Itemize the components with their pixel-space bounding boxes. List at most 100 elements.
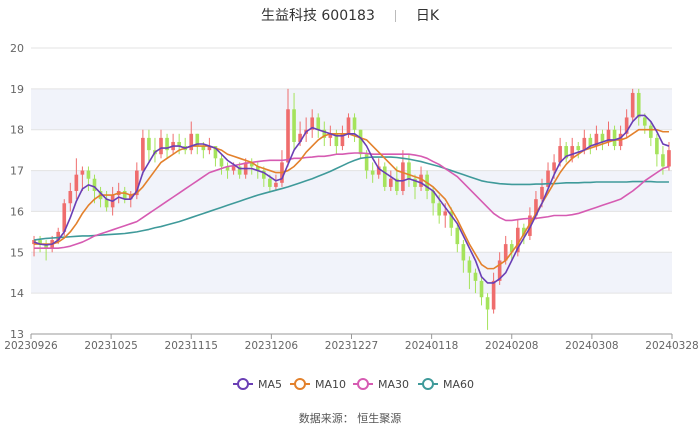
y-tick-label: 14 [10, 287, 24, 300]
candle-body [655, 137, 659, 155]
candle-body [201, 146, 206, 151]
candle [286, 88, 290, 167]
candle-body [612, 129, 617, 147]
candle [322, 121, 327, 147]
candle-body [588, 137, 593, 147]
candle [370, 162, 375, 183]
candle [624, 109, 629, 138]
candle [74, 158, 79, 200]
candle [509, 240, 514, 261]
candle [80, 166, 85, 191]
candle [636, 88, 641, 126]
candle-body [576, 146, 581, 151]
candle [382, 162, 387, 191]
legend-label: MA60 [443, 378, 474, 391]
legend-label: MA30 [378, 378, 409, 391]
candle-body [376, 166, 381, 175]
candle-body [649, 125, 653, 138]
candlestick-chart: 13 14 15 16 17 18 19 20 20230926 20231025 2023111… [4, 42, 698, 391]
ma5-line [33, 114, 670, 284]
candle [147, 129, 151, 163]
candle-body [624, 117, 629, 134]
candle [219, 154, 224, 175]
candle [225, 162, 230, 179]
candle-body [395, 178, 399, 191]
y-tick-label: 20 [10, 42, 24, 55]
candle-body [413, 178, 417, 187]
period-label: 日K [415, 8, 440, 24]
candle [515, 219, 520, 257]
candle-body [255, 166, 260, 171]
candle [413, 174, 417, 200]
candle [68, 182, 73, 212]
candle-body [522, 227, 526, 236]
candle [310, 109, 315, 138]
candle-body [147, 137, 151, 151]
candle-body [298, 133, 302, 142]
candle [165, 133, 169, 159]
candle-body [286, 109, 290, 163]
x-tick-label: 20231206 [245, 340, 299, 352]
candle-body [606, 129, 611, 142]
candle-body [534, 199, 538, 216]
candle-body [38, 240, 42, 245]
candle-body [382, 166, 387, 187]
candle-body [407, 162, 411, 179]
candle [655, 133, 659, 167]
candle [479, 276, 484, 306]
candle-body [68, 191, 73, 204]
candle-body [189, 133, 194, 151]
candle-body [630, 92, 635, 118]
candle-body [274, 182, 278, 187]
candle-body [219, 158, 224, 167]
candle-body [443, 211, 448, 216]
y-tick-label: 18 [10, 124, 24, 137]
candle-body [328, 133, 333, 138]
candle-body [401, 162, 405, 191]
candle [467, 256, 472, 290]
candle-body [237, 166, 242, 175]
candle-body [419, 174, 423, 187]
candle [280, 150, 284, 187]
candle [461, 240, 466, 273]
candle-body [74, 174, 79, 191]
candle-body [316, 117, 321, 130]
legend-item-ma10: MA10 [290, 378, 346, 391]
legend-marker [357, 378, 369, 390]
candle [213, 146, 218, 167]
candle-body [600, 133, 605, 142]
candle [491, 272, 496, 314]
candle-body [437, 203, 441, 216]
candle-body [491, 280, 496, 310]
candle-body [485, 297, 490, 310]
legend: MA5 MA10 MA30 MA60 [233, 378, 474, 391]
candle-body [564, 146, 568, 159]
candle [564, 141, 568, 163]
background-bands [31, 88, 672, 294]
data-source: 数据来源： 恒生聚源 [298, 412, 402, 425]
y-tick-label: 15 [10, 246, 24, 259]
candle-body [165, 137, 169, 151]
candle-body [528, 215, 532, 236]
x-tick-label: 20240118 [405, 340, 458, 352]
candle [358, 129, 363, 159]
candle-body [249, 162, 254, 167]
candle [473, 268, 478, 294]
candle [122, 186, 127, 204]
candle-body [268, 178, 272, 187]
candle-body [44, 244, 48, 249]
candle-body [262, 170, 266, 179]
candle-body [352, 117, 357, 130]
candle [667, 141, 671, 171]
candle [455, 223, 460, 253]
candle [292, 92, 296, 151]
candle-body [80, 170, 85, 175]
candle-body [310, 117, 315, 130]
candle [449, 207, 454, 236]
candle-body [582, 137, 587, 151]
candle [352, 113, 357, 142]
ma-lines [33, 114, 670, 284]
candle-body [346, 117, 351, 134]
candle-body [540, 186, 544, 200]
candle-body [509, 244, 514, 253]
